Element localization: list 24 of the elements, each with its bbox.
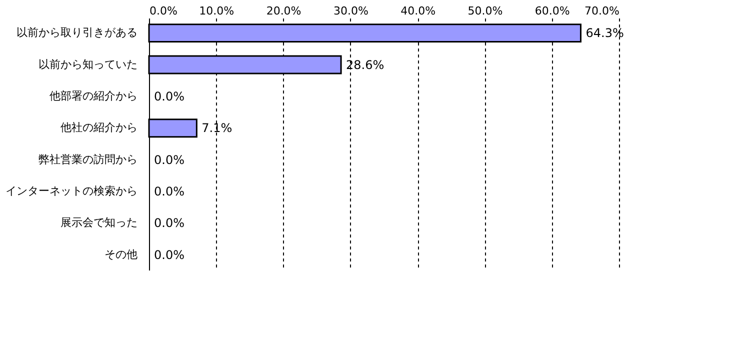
data-label: 28.6%	[346, 58, 384, 72]
data-label: 0.0%	[154, 248, 184, 262]
x-tick-label: 60.0%	[534, 4, 570, 18]
data-label: 0.0%	[154, 216, 184, 230]
y-tick-label: 以前から取り引きがある	[16, 26, 138, 40]
y-tick-label: 他社の紹介から	[60, 121, 138, 134]
x-tick-label: 40.0%	[400, 4, 436, 18]
data-label: 0.0%	[154, 184, 184, 199]
y-tick-label: その他	[104, 248, 138, 261]
x-tick-label: 30.0%	[333, 4, 368, 18]
x-tick-label: 20.0%	[266, 4, 302, 18]
data-label: 64.3%	[586, 26, 624, 40]
y-tick-label: インターネットの検索から	[6, 184, 138, 198]
x-tick-label: 70.0%	[584, 4, 620, 18]
y-tick-label: 展示会で知った	[60, 216, 138, 230]
data-label: 0.0%	[154, 89, 184, 104]
x-tick-label: 50.0%	[468, 4, 503, 18]
y-tick-label: 他部署の紹介から	[50, 89, 138, 102]
data-label: 0.0%	[154, 152, 184, 167]
y-tick-label: 以前から知っていた	[38, 58, 138, 71]
x-tick-label: 0.0%	[150, 4, 178, 18]
x-tick-label: 10.0%	[199, 4, 234, 18]
data-label: 7.1%	[202, 121, 232, 136]
y-tick-label: 弊社営業の訪問から	[38, 152, 138, 166]
